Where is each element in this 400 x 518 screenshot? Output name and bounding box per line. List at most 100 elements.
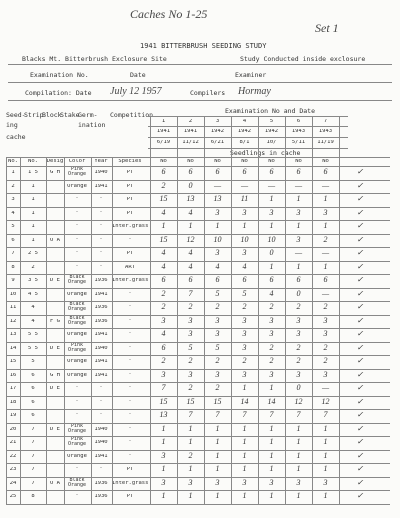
count: 4 <box>242 262 247 271</box>
rule <box>112 157 113 504</box>
cell-no: 8 <box>11 264 15 270</box>
cell-no: 4 <box>11 210 15 216</box>
count: 3 <box>188 370 193 379</box>
compilers-label: Compilers <box>190 89 226 97</box>
count: 6 <box>296 276 301 284</box>
exam-number: 2 <box>188 119 193 124</box>
compiler-name: Hormay <box>238 86 271 97</box>
cell-color: " <box>75 197 79 202</box>
cell-species: PT <box>126 251 134 256</box>
count: 2 <box>323 357 328 365</box>
count: 7 <box>296 411 301 419</box>
cell-species: " <box>128 318 132 324</box>
count: 1 <box>323 424 328 433</box>
cell-color: Orange <box>67 359 87 364</box>
cell-no: 20 <box>9 426 17 432</box>
cell-no: 15 <box>9 359 17 364</box>
cell-year: 1941 <box>94 291 108 297</box>
count: 2 <box>215 384 220 392</box>
cell-species: " <box>128 386 132 391</box>
count: 6 <box>323 276 328 284</box>
site: Blacks Mt. Bitterbrush Exclosure Site <box>22 55 167 63</box>
count: 1 <box>323 262 328 271</box>
count: 3 <box>215 370 220 379</box>
cell-no: 10 <box>9 291 17 297</box>
cell-desig: D E <box>50 278 60 283</box>
caches-note: Caches No 1-25 <box>130 7 208 21</box>
count: 2 <box>296 343 301 352</box>
count: 3 <box>161 370 166 379</box>
rule <box>6 260 390 262</box>
check: ✓ <box>356 478 364 487</box>
rule <box>148 137 348 138</box>
cell-species: " <box>128 440 132 445</box>
count: 15 <box>159 397 168 406</box>
cell-no: 3 <box>11 197 15 202</box>
cell-year: 1940 <box>94 426 108 432</box>
count: 6 <box>161 168 166 176</box>
count: 12 <box>186 235 195 244</box>
count: 1 <box>215 424 220 433</box>
cell-strip: 7 <box>31 426 35 432</box>
rule <box>6 368 390 370</box>
cell-strip: 2 5 <box>28 251 38 256</box>
cell-year: " <box>99 224 103 229</box>
exam-year: 1942 <box>210 129 225 134</box>
exam-year: 1943 <box>318 129 333 134</box>
count: 2 <box>215 303 220 311</box>
count: 1 <box>161 438 166 446</box>
count: 3 <box>188 316 193 325</box>
cell-color: " <box>75 413 79 418</box>
count: 1 <box>269 492 274 500</box>
cell-color: " <box>75 386 79 391</box>
column-head: ing <box>6 121 18 129</box>
count: 1 <box>242 424 247 433</box>
cell-strip: 1 <box>31 224 35 229</box>
cell-strip: 1 <box>31 210 35 216</box>
cell-year: " <box>99 197 103 202</box>
count: 13 <box>213 195 222 203</box>
cell-no: 23 <box>9 467 17 472</box>
cell-strip: 7 <box>31 453 35 459</box>
count: 2 <box>161 357 166 365</box>
count: 1 <box>242 438 247 446</box>
rule <box>64 157 65 504</box>
rule <box>6 490 390 491</box>
cell-color: " <box>75 264 79 270</box>
cell-year: " <box>99 251 103 256</box>
count: 3 <box>242 330 247 338</box>
cell-species: ART <box>125 264 135 270</box>
count: 3 <box>323 370 328 379</box>
cell-no: 19 <box>9 413 17 418</box>
cell-color: Orange <box>67 332 87 337</box>
col-label: No. <box>8 159 18 164</box>
exam-number: 1 <box>161 119 166 124</box>
count: 2 <box>296 357 301 365</box>
count: 3 <box>242 208 247 217</box>
count: 2 <box>323 303 328 311</box>
cell-color: " <box>75 210 79 216</box>
count: 4 <box>188 249 193 257</box>
cell-color: " <box>75 467 79 472</box>
count: 1 <box>269 465 274 473</box>
cell-strip: 1 5 <box>28 170 38 175</box>
count: 2 <box>161 181 166 190</box>
cell-color: Black Orange <box>67 302 87 312</box>
cell-color: " <box>75 224 79 229</box>
count: 1 <box>323 492 328 500</box>
count: 6 <box>323 168 328 176</box>
cell-year: 1936 <box>94 480 108 486</box>
check: ✓ <box>356 289 364 298</box>
cell-color: Black Orange <box>67 315 87 326</box>
exam-date: 8/1 <box>239 140 250 145</box>
cell-desig: D E <box>50 345 60 351</box>
count: 7 <box>215 411 220 419</box>
count: 3 <box>215 478 220 487</box>
count: 3 <box>188 330 193 338</box>
count: 1 <box>269 424 274 433</box>
no-label: No <box>268 159 275 164</box>
cell-no: 25 <box>9 494 17 499</box>
cell-color: Orange <box>67 453 87 459</box>
col-label: Desig <box>46 159 64 164</box>
